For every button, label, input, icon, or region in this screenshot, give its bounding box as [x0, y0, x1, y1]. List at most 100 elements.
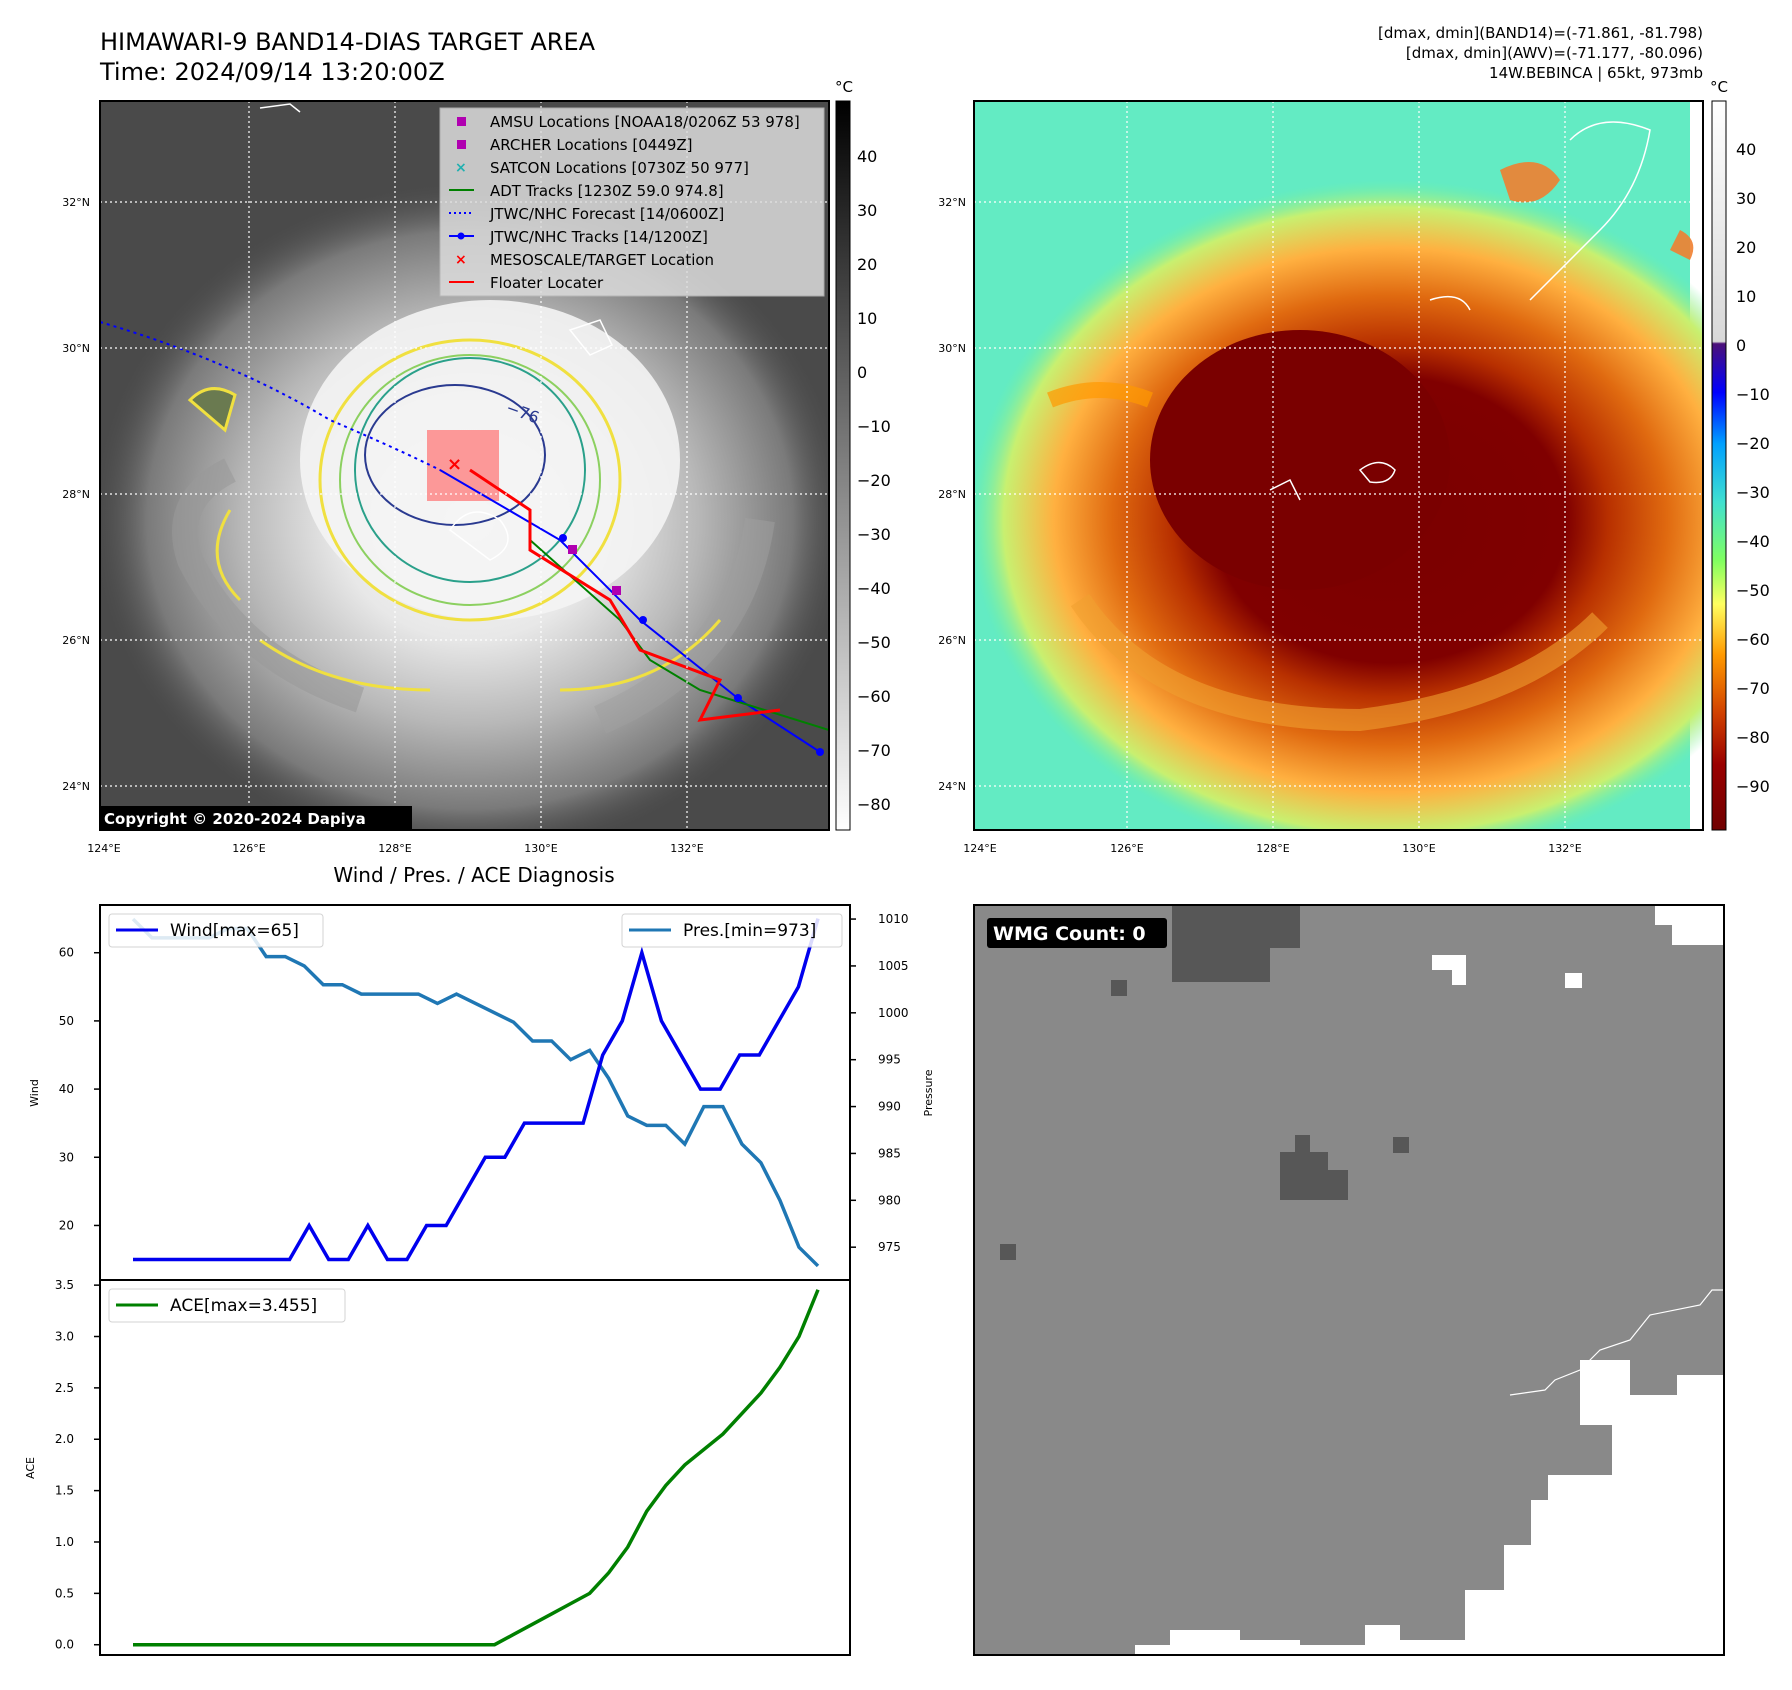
info-line-3: 14W.BEBINCA | 65kt, 973mb — [1489, 64, 1703, 82]
info-line-2: [dmax, dmin](AWV)=(-71.177, -80.096) — [1406, 44, 1703, 62]
color-colorbar-unit: °C — [1710, 78, 1728, 96]
svg-text:−70: −70 — [1736, 679, 1770, 698]
svg-text:24°N: 24°N — [62, 780, 90, 793]
wmg-count-text: WMG Count: 0 — [993, 923, 1146, 945]
svg-text:−80: −80 — [857, 795, 891, 814]
svg-text:26°N: 26°N — [62, 634, 90, 647]
svg-text:−30: −30 — [857, 525, 891, 544]
title-line-2: Time: 2024/09/14 13:20:00Z — [99, 58, 445, 86]
svg-text:128°E: 128°E — [1256, 842, 1289, 855]
pressure-tick-label: 1010 — [878, 912, 909, 926]
ace-axis-label: ACE — [24, 1457, 37, 1479]
legend-item-amsu: AMSU Locations [NOAA18/0206Z 53 978] — [490, 113, 800, 131]
wind-axis-ticks: 20 30 40 50 60 — [59, 946, 100, 1232]
svg-text:40: 40 — [1736, 140, 1756, 159]
svg-text:130°E: 130°E — [524, 842, 557, 855]
wmg-badge — [987, 918, 1167, 948]
wind-tick-label: 30 — [59, 1150, 74, 1164]
copyright-text: Copyright © 2020-2024 Dapiya — [104, 810, 366, 828]
pressure-tick-label: 980 — [878, 1193, 901, 1207]
pressure-tick-label: 995 — [878, 1053, 901, 1067]
right-map-lat-labels: 32°N 30°N 28°N 26°N 24°N — [938, 196, 966, 793]
ace-tick-label: 0.5 — [55, 1586, 74, 1600]
svg-text:30°N: 30°N — [62, 342, 90, 355]
svg-text:−40: −40 — [857, 579, 891, 598]
left-map-lat-labels: 32°N 30°N 28°N 26°N 24°N — [62, 196, 90, 793]
wind-pressure-chart: 20 30 40 50 60 975 980 985 990 995 1000 1005 1010 W… — [28, 904, 935, 1281]
svg-text:−60: −60 — [857, 687, 891, 706]
ace-series-line — [133, 1289, 820, 1647]
pressure-tick-label: 990 — [878, 1100, 901, 1114]
svg-text:20: 20 — [1736, 238, 1756, 257]
svg-text:130°E: 130°E — [1402, 842, 1435, 855]
pressure-axis-ticks: 975 980 985 990 995 1000 1005 1010 — [850, 912, 909, 1254]
svg-text:24°N: 24°N — [938, 780, 966, 793]
legend: × × AMSU Locations [NOAA18/0206Z 53 978]… — [439, 107, 825, 297]
wind-legend: Wind[max=65] — [108, 913, 324, 948]
pressure-tick-label: 985 — [878, 1146, 901, 1160]
svg-text:124°E: 124°E — [963, 842, 996, 855]
svg-text:−70: −70 — [857, 741, 891, 760]
pressure-tick-label: 1000 — [878, 1006, 909, 1020]
legend-item-forecast: JTWC/NHC Forecast [14/0600Z] — [489, 205, 724, 223]
pressure-tick-label: 975 — [878, 1240, 901, 1254]
svg-text:132°E: 132°E — [670, 842, 703, 855]
ace-tick-label: 2.0 — [55, 1432, 74, 1446]
svg-text:−10: −10 — [1736, 385, 1770, 404]
ace-tick-label: 1.0 — [55, 1535, 74, 1549]
right-map-lon-labels: 124°E 126°E 128°E 130°E 132°E — [963, 842, 1581, 855]
pressure-legend-label: Pres.[min=973] — [683, 921, 816, 941]
svg-text:−10: −10 — [857, 417, 891, 436]
svg-text:0: 0 — [1736, 336, 1746, 355]
ace-legend-label: ACE[max=3.455] — [170, 1296, 317, 1316]
pressure-axis-label: Pressure — [922, 1069, 935, 1116]
ace-tick-label: 1.5 — [55, 1484, 74, 1498]
legend-item-adt: ADT Tracks [1230Z 59.0 974.8] — [490, 182, 724, 200]
svg-text:−80: −80 — [1736, 728, 1770, 747]
wind-legend-label: Wind[max=65] — [170, 921, 299, 941]
ir-map-panel: × −76 × — [100, 101, 829, 830]
gray-colorbar-unit: °C — [835, 78, 853, 96]
legend-item-target: MESOSCALE/TARGET Location — [490, 251, 714, 269]
floater-track — [469, 468, 781, 722]
svg-text:128°E: 128°E — [378, 842, 411, 855]
svg-text:−90: −90 — [1736, 777, 1770, 796]
wind-tick-label: 20 — [59, 1218, 74, 1232]
wind-tick-label: 50 — [59, 1014, 74, 1028]
svg-text:30: 30 — [1736, 189, 1756, 208]
svg-text:20: 20 — [857, 255, 877, 274]
legend-item-jtwc: JTWC/NHC Tracks [14/1200Z] — [489, 228, 708, 246]
svg-text:30: 30 — [857, 201, 877, 220]
svg-text:10: 10 — [857, 309, 877, 328]
svg-text:32°N: 32°N — [62, 196, 90, 209]
diagnosis-title: Wind / Pres. / ACE Diagnosis — [333, 863, 614, 887]
svg-text:124°E: 124°E — [87, 842, 120, 855]
wind-series-line — [133, 918, 820, 1262]
svg-text:40: 40 — [857, 147, 877, 166]
copyright-badge — [100, 806, 412, 830]
svg-text:−20: −20 — [857, 471, 891, 490]
svg-text:×: × — [455, 252, 467, 268]
color-colorbar: °C 40 30 20 10 0 −10 −20 −30 −40 −50 −60… — [1710, 78, 1770, 831]
title-line-1: HIMAWARI-9 BAND14-DIAS TARGET AREA — [100, 28, 596, 56]
svg-text:126°E: 126°E — [232, 842, 265, 855]
ace-tick-label: 3.0 — [55, 1330, 74, 1344]
svg-text:−20: −20 — [1736, 434, 1770, 453]
wind-tick-label: 60 — [59, 946, 74, 960]
svg-text:×: × — [455, 160, 467, 176]
legend-item-floater: Floater Locater — [490, 274, 604, 292]
ace-legend: ACE[max=3.455] — [108, 1288, 346, 1323]
gray-colorbar: °C 40 30 20 10 0 −10 −20 −30 −40 −50 −60… — [835, 78, 891, 831]
svg-text:−50: −50 — [857, 633, 891, 652]
svg-text:126°E: 126°E — [1110, 842, 1143, 855]
wind-axis-label: Wind — [28, 1079, 41, 1107]
pressure-tick-label: 1005 — [878, 959, 909, 973]
svg-text:−50: −50 — [1736, 581, 1770, 600]
wmg-panel: WMG Count: 0 — [973, 904, 1725, 1656]
pressure-legend: Pres.[min=973] — [621, 913, 843, 948]
ace-tick-label: 0.0 — [55, 1638, 74, 1652]
svg-text:132°E: 132°E — [1548, 842, 1581, 855]
awv-map-panel — [974, 101, 1703, 830]
ace-tick-label: 2.5 — [55, 1381, 74, 1395]
left-map-lon-labels: 124°E 126°E 128°E 130°E 132°E — [87, 842, 703, 855]
